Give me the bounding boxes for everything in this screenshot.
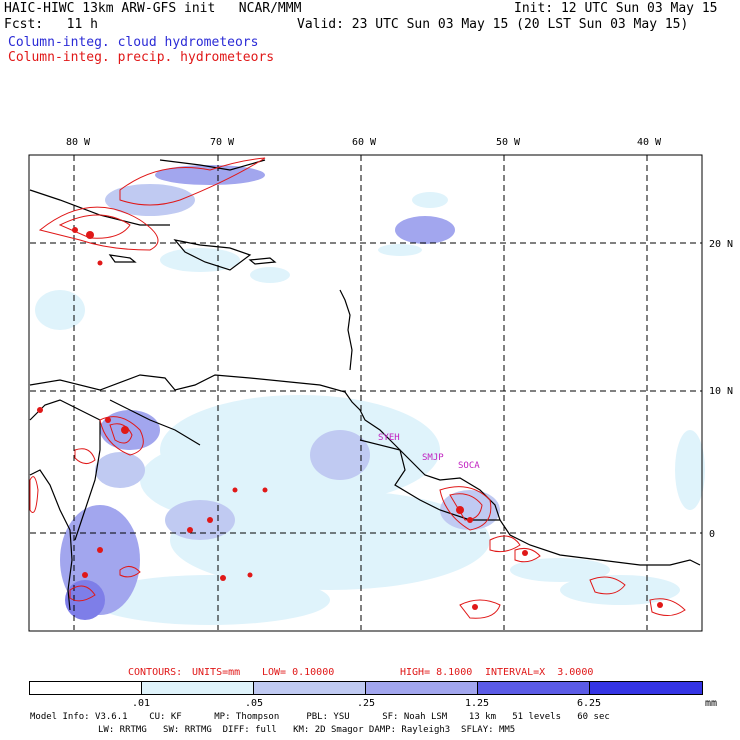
precip-cores (37, 227, 663, 610)
contour-low: LOW= 0.10000 (262, 667, 335, 678)
lon-label-40w: 40 W (637, 137, 662, 148)
colorbar-cell-0 (29, 681, 143, 695)
contour-label: CONTOURS: (128, 667, 183, 678)
colorbar-unit: mm (705, 698, 718, 709)
station-soca: SOCA (458, 461, 480, 471)
colorbar-cell-3 (365, 681, 479, 695)
lat-label-10n: 10 N (709, 386, 734, 397)
lon-label-60w: 60 W (352, 137, 377, 148)
colorbar-tick-4: 6.25 (577, 698, 602, 709)
plot-title: HAIC-HIWC 13km ARW-GFS init NCAR/MMM (4, 1, 302, 16)
lon-label-80w: 80 W (66, 137, 91, 148)
valid-time: Valid: 23 UTC Sun 03 May 15 (20 LST Sun … (297, 17, 689, 32)
lon-label-70w: 70 W (210, 137, 235, 148)
contour-interval: INTERVAL=X 3.0000 (485, 667, 594, 678)
field-precip-label: Column-integ. precip. hydrometeors (8, 50, 275, 65)
model-info-line2: LW: RRTMG SW: RRTMG DIFF: full KM: 2D Sm… (98, 725, 516, 735)
init-time: Init: 12 UTC Sun 03 May 15 (514, 1, 718, 16)
cloud-shading (35, 165, 705, 625)
colorbar-tick-2: .25 (357, 698, 376, 709)
colorbar-cell-2 (253, 681, 367, 695)
grid-lines (30, 155, 702, 630)
colorbar-cell-5 (589, 681, 703, 695)
field-cloud-label: Column-integ. cloud hydrometeors (8, 35, 259, 50)
precip-contours (29, 157, 686, 619)
colorbar-tick-1: .05 (245, 698, 264, 709)
lon-label-50w: 50 W (496, 137, 521, 148)
contour-units: UNITS=mm (192, 667, 241, 678)
model-info-line1: Model Info: V3.6.1 CU: KF MP: Thompson P… (30, 712, 610, 722)
colorbar-tick-0: .01 (132, 698, 151, 709)
lat-label-0: 0 (709, 529, 716, 540)
station-labels: SYEH SMJP SOCA (378, 433, 480, 471)
station-syeh: SYEH (378, 433, 400, 443)
lat-label-20n: 20 N (709, 239, 734, 250)
station-smjp: SMJP (422, 453, 444, 463)
colorbar-cell-1 (141, 681, 255, 695)
colorbar-cell-4 (477, 681, 591, 695)
forecast-hour: Fcst: 11 h (4, 17, 98, 32)
contour-high: HIGH= 8.1000 (400, 667, 473, 678)
colorbar-tick-3: 1.25 (465, 698, 490, 709)
map-frame (28, 154, 703, 632)
coastlines (29, 159, 701, 611)
